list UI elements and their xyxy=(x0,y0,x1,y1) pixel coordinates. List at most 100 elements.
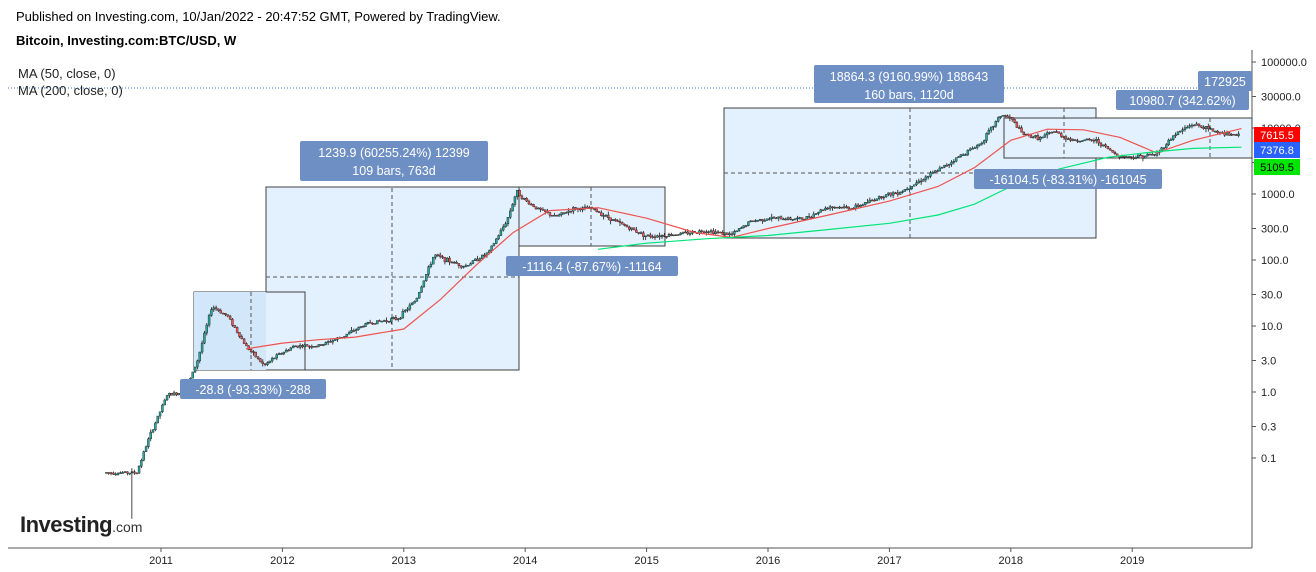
candle-body xyxy=(1200,125,1203,128)
candle-body xyxy=(999,116,1002,118)
y-tick-label: 3.0 xyxy=(1261,356,1276,368)
measure-box-2014 xyxy=(518,186,666,247)
candle-body xyxy=(415,297,419,302)
candle-body xyxy=(1172,135,1175,140)
candle-body xyxy=(548,212,552,216)
candle-body xyxy=(1069,138,1072,141)
candle-body xyxy=(497,235,500,240)
candle-body xyxy=(172,392,176,396)
candle-body xyxy=(366,321,370,324)
candle-body xyxy=(1125,156,1128,158)
candle-body xyxy=(476,258,479,262)
candle-body xyxy=(684,231,687,234)
candle-body xyxy=(616,220,619,222)
candle-body xyxy=(520,195,524,200)
candle-body xyxy=(989,126,993,131)
candle-body xyxy=(625,225,629,228)
candle-body xyxy=(933,170,937,173)
candle-body xyxy=(702,231,706,233)
candle-body xyxy=(1148,153,1152,156)
candle-body xyxy=(868,199,871,203)
candle-body xyxy=(429,263,433,267)
candle-body xyxy=(165,395,169,401)
candle-body xyxy=(107,472,110,474)
candle-body xyxy=(352,330,356,332)
candle-body xyxy=(973,147,977,149)
candle-body xyxy=(301,345,304,348)
measure-label-6-bg xyxy=(1116,90,1249,110)
candle-body xyxy=(817,211,820,214)
candle-body xyxy=(663,235,666,237)
candle-body xyxy=(425,274,428,281)
candle-body xyxy=(877,196,881,200)
candle-body xyxy=(289,347,293,351)
candle-body xyxy=(446,257,449,263)
candle-body xyxy=(632,227,636,231)
candle-body xyxy=(319,344,323,346)
candle-body xyxy=(898,191,902,195)
candle-body xyxy=(628,226,631,230)
candle-body xyxy=(217,308,220,311)
y-tick-label: 10.0 xyxy=(1261,321,1282,333)
candle-body xyxy=(630,227,633,230)
x-tick-label: 2015 xyxy=(634,555,658,567)
y-tick-label: 1000.0 xyxy=(1261,189,1295,201)
candle-body xyxy=(261,361,264,364)
candle-body xyxy=(915,182,918,185)
candle-body xyxy=(116,473,120,475)
candle-body xyxy=(635,229,638,233)
candle-body xyxy=(903,189,907,192)
candle-body xyxy=(765,218,769,221)
candle-body xyxy=(1095,139,1098,141)
candle-body xyxy=(674,234,678,237)
candle-body xyxy=(1193,124,1196,127)
measure-label-2-text: -1116.4 (-87.67%) -11164 xyxy=(522,260,661,274)
candle-body xyxy=(968,148,972,151)
measure-label-1: 1239.9 (60255.24%) 12399 109 bars, 763d xyxy=(300,141,488,181)
chart-symbol-title: Bitcoin, Investing.com:BTC/USD, W xyxy=(16,33,237,48)
candle-body xyxy=(1225,132,1229,136)
candle-body xyxy=(1039,136,1042,140)
candle-body xyxy=(593,208,596,210)
candle-body xyxy=(534,206,538,210)
price-tag-bg xyxy=(1254,159,1300,175)
candle-body xyxy=(488,250,491,253)
candle-body xyxy=(151,429,155,433)
candle-body xyxy=(516,190,519,198)
candle-body xyxy=(196,360,199,368)
candle-body xyxy=(161,404,164,413)
candle-body xyxy=(772,216,776,219)
candle-body xyxy=(411,302,414,306)
candle-body xyxy=(345,333,349,337)
candle-body xyxy=(263,363,267,365)
candle-body xyxy=(436,254,440,257)
candle-body xyxy=(880,196,883,199)
candle-body xyxy=(1109,148,1112,151)
candle-body xyxy=(506,217,510,225)
price-tag-bg xyxy=(1254,127,1300,143)
candle-body xyxy=(214,307,218,310)
candle-body xyxy=(782,218,785,221)
candle-body xyxy=(1043,134,1047,138)
candle-body xyxy=(326,341,330,343)
candle-body xyxy=(240,336,243,340)
candle-body xyxy=(408,304,412,310)
candle-body xyxy=(387,320,391,323)
candle-body xyxy=(1123,155,1126,158)
candle-body xyxy=(1029,134,1033,138)
measure-label-7-text: 172925 xyxy=(1204,75,1246,89)
candle-body xyxy=(786,217,790,220)
candle-body xyxy=(604,214,608,217)
candle-body xyxy=(1015,122,1019,128)
candle-body xyxy=(175,392,178,396)
candle-body xyxy=(791,219,794,221)
candle-body xyxy=(1081,140,1084,143)
candle-body xyxy=(1050,132,1054,134)
candle-body xyxy=(838,206,841,209)
candle-body xyxy=(1188,125,1191,128)
candle-body xyxy=(714,231,717,234)
candle-body xyxy=(1214,130,1217,133)
candle-body xyxy=(602,215,605,217)
candle-body xyxy=(814,213,818,215)
